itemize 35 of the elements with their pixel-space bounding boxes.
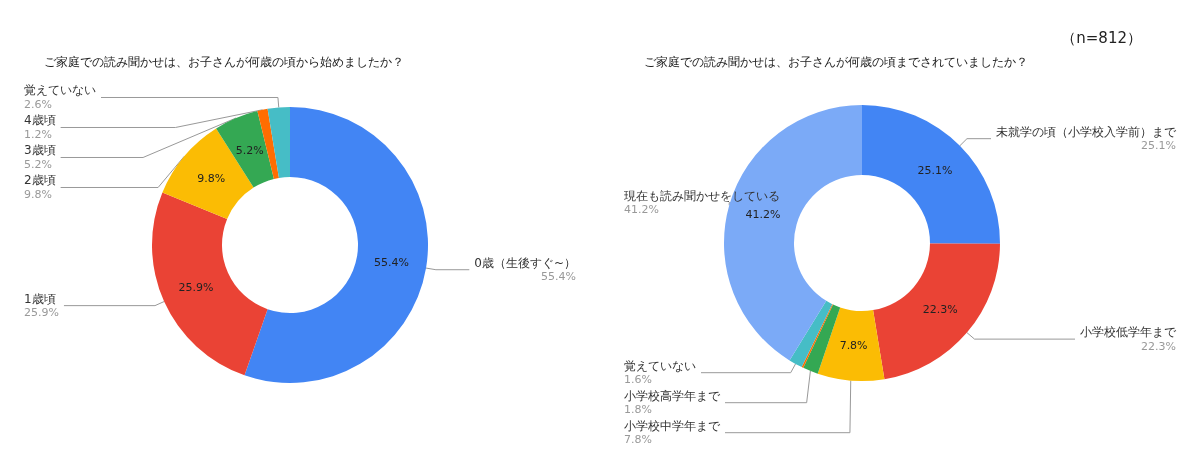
chart-title: ご家庭での読み聞かせは、お子さんが何歳の頃から始めましたか？ [44,55,404,69]
data-label: 7.8% [839,339,868,353]
slice-label: 4歳頃 [24,113,56,128]
slice-label: 2歳頃 [24,173,56,188]
slice-label: 覚えていない [24,83,96,98]
data-label: 41.2% [624,203,659,217]
text: 5.2% [235,143,264,157]
slice-label: 小学校低学年まで [1080,325,1177,340]
slice-label: 小学校中学年まで [624,418,721,433]
text: 25.9% [178,280,214,294]
data-label: 1.2% [24,127,52,141]
data-label: 9.8% [24,187,52,201]
slice-label: 覚えていない [624,358,696,373]
data-label: 22.3% [922,303,958,317]
text: 9.8% [197,172,226,186]
text: 41.2% [745,208,781,222]
slice-label: 小学校高学年まで [624,388,721,403]
text: （n=812） [1061,28,1143,47]
data-label: 55.4% [541,270,576,284]
text: 25.1% [1141,139,1176,153]
data-label: 5.2% [24,157,52,171]
data-label: 1.6% [624,373,652,387]
slice-label: 0歳（生後すぐ~） [474,255,576,270]
chart-title: ご家庭での読み聞かせは、お子さんが何歳の頃までされていましたか？ [644,55,1028,69]
data-label: 1.8% [624,403,652,417]
slice-label: 未就学の頃（小学校入学前）まで [996,124,1177,139]
data-label: 25.1% [917,163,953,177]
slice-label: 1歳頃 [24,291,56,306]
slice-label: 現在も読み聞かせをしている [624,188,780,203]
slice-label: 3歳頃 [24,143,56,158]
text: 22.3% [1141,339,1176,353]
data-label: 25.9% [24,306,59,320]
text: 55.4% [374,255,410,269]
text: 7.8% [624,433,652,447]
data-label: 2.6% [24,97,52,111]
